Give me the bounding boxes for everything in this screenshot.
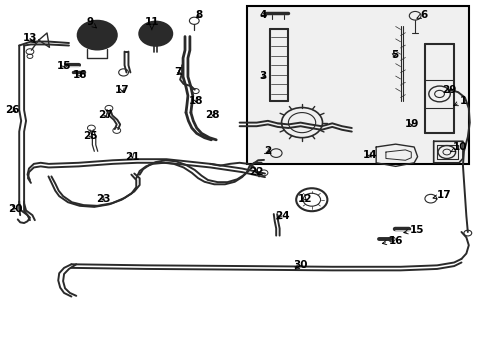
Text: 27: 27	[98, 111, 113, 121]
Bar	[246, 6, 468, 164]
Text: 14: 14	[362, 150, 376, 160]
Text: 17: 17	[432, 190, 451, 200]
Text: 12: 12	[298, 194, 312, 204]
Text: 28: 28	[205, 111, 220, 121]
Text: 17: 17	[115, 85, 130, 95]
Text: 24: 24	[274, 211, 289, 221]
Text: 30: 30	[293, 260, 307, 270]
Text: 29: 29	[441, 85, 455, 95]
Text: 13: 13	[22, 33, 37, 43]
Text: 22: 22	[249, 167, 264, 177]
Text: 11: 11	[144, 17, 159, 30]
Text: 19: 19	[404, 120, 418, 129]
Circle shape	[78, 21, 117, 49]
Text: 3: 3	[259, 71, 266, 81]
Text: 18: 18	[188, 96, 203, 106]
Text: 6: 6	[416, 10, 427, 20]
Text: 21: 21	[125, 152, 139, 162]
Text: 2: 2	[264, 145, 271, 156]
Circle shape	[139, 22, 172, 46]
Text: 9: 9	[86, 17, 96, 28]
Text: 23: 23	[96, 194, 110, 204]
Text: 7: 7	[173, 67, 181, 77]
Text: 15: 15	[403, 225, 423, 235]
Text: 26: 26	[5, 105, 20, 115]
Text: 4: 4	[259, 10, 266, 20]
Text: 20: 20	[8, 204, 22, 214]
Text: 15: 15	[57, 61, 71, 71]
Text: 5: 5	[390, 50, 397, 60]
Text: 16: 16	[73, 70, 87, 80]
Text: 8: 8	[195, 10, 203, 20]
Text: 10: 10	[449, 142, 467, 152]
Text: 16: 16	[382, 236, 402, 246]
Text: 25: 25	[83, 131, 98, 141]
Text: 1: 1	[453, 96, 467, 106]
